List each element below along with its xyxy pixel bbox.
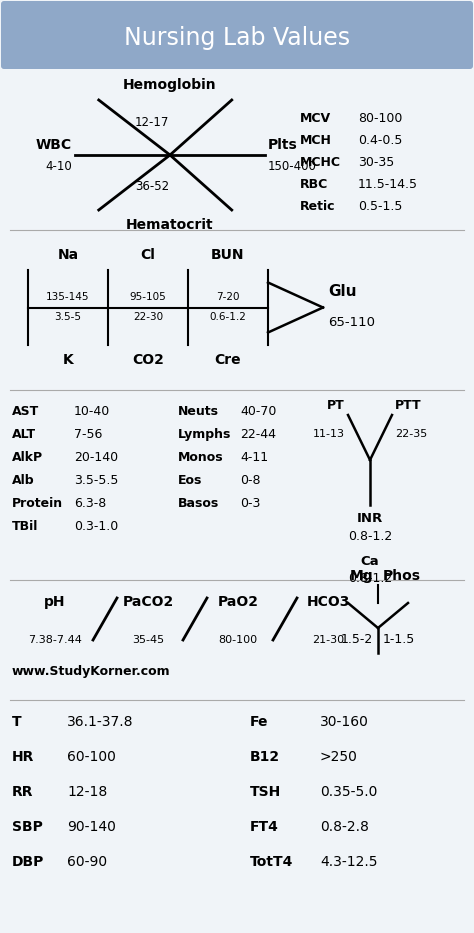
- Text: Retic: Retic: [300, 200, 336, 213]
- Text: RR: RR: [12, 785, 34, 799]
- Text: 0-3: 0-3: [240, 497, 260, 510]
- Text: 60-100: 60-100: [67, 750, 116, 764]
- Text: 0.8-1.2: 0.8-1.2: [348, 572, 392, 585]
- Text: AST: AST: [12, 405, 39, 418]
- Text: Glu: Glu: [328, 285, 356, 299]
- Text: BUN: BUN: [211, 248, 245, 262]
- Text: 0-8: 0-8: [240, 474, 261, 487]
- Text: WBC: WBC: [36, 138, 72, 152]
- Text: 7.38-7.44: 7.38-7.44: [28, 635, 82, 645]
- Text: B12: B12: [250, 750, 280, 764]
- Text: Na: Na: [57, 248, 79, 262]
- Text: Lymphs: Lymphs: [178, 428, 231, 441]
- Text: 1.5-2: 1.5-2: [341, 633, 373, 646]
- Text: Monos: Monos: [178, 451, 224, 464]
- Text: Cl: Cl: [141, 248, 155, 262]
- Text: Hemoglobin: Hemoglobin: [123, 78, 217, 92]
- Text: 11.5-14.5: 11.5-14.5: [358, 177, 418, 190]
- Text: 3.5-5.5: 3.5-5.5: [74, 474, 118, 487]
- Text: Plts: Plts: [268, 138, 298, 152]
- Text: K: K: [63, 353, 73, 367]
- Text: Eos: Eos: [178, 474, 202, 487]
- Text: 36.1-37.8: 36.1-37.8: [67, 715, 134, 729]
- Text: 4.3-12.5: 4.3-12.5: [320, 855, 377, 869]
- Text: 150-400: 150-400: [268, 160, 317, 174]
- Text: TBil: TBil: [12, 520, 38, 533]
- Text: Protein: Protein: [12, 497, 63, 510]
- Text: Hematocrit: Hematocrit: [126, 218, 214, 232]
- Text: 36-52: 36-52: [135, 180, 169, 193]
- Text: CO2: CO2: [132, 353, 164, 367]
- Text: 3.5-5: 3.5-5: [55, 313, 82, 323]
- Text: Neuts: Neuts: [178, 405, 219, 418]
- Text: PaCO2: PaCO2: [122, 595, 173, 609]
- Text: 6.3-8: 6.3-8: [74, 497, 106, 510]
- Text: 30-160: 30-160: [320, 715, 369, 729]
- Text: HR: HR: [12, 750, 35, 764]
- Text: Basos: Basos: [178, 497, 219, 510]
- Text: 0.35-5.0: 0.35-5.0: [320, 785, 377, 799]
- Text: Nursing Lab Values: Nursing Lab Values: [124, 26, 350, 50]
- Text: T: T: [12, 715, 22, 729]
- Text: 21-30: 21-30: [312, 635, 344, 645]
- Text: Cre: Cre: [215, 353, 241, 367]
- Text: 135-145: 135-145: [46, 293, 90, 302]
- Text: 0.8-2.8: 0.8-2.8: [320, 820, 369, 834]
- Text: 22-35: 22-35: [395, 429, 427, 439]
- Text: MCH: MCH: [300, 133, 332, 146]
- Text: 95-105: 95-105: [129, 293, 166, 302]
- Text: HCO3: HCO3: [306, 595, 350, 609]
- Text: 12-18: 12-18: [67, 785, 107, 799]
- Text: 0.3-1.0: 0.3-1.0: [74, 520, 118, 533]
- Text: MCV: MCV: [300, 112, 331, 124]
- Text: 0.4-0.5: 0.4-0.5: [358, 133, 402, 146]
- Text: 80-100: 80-100: [219, 635, 257, 645]
- Text: Fe: Fe: [250, 715, 268, 729]
- Text: INR: INR: [357, 512, 383, 525]
- Text: 22-44: 22-44: [240, 428, 276, 441]
- Text: 90-140: 90-140: [67, 820, 116, 834]
- Text: 4-11: 4-11: [240, 451, 268, 464]
- Text: 7-20: 7-20: [216, 293, 240, 302]
- Text: Phos: Phos: [383, 569, 421, 583]
- Text: ALT: ALT: [12, 428, 36, 441]
- Text: SBP: SBP: [12, 820, 43, 834]
- Text: 35-45: 35-45: [132, 635, 164, 645]
- Text: PaO2: PaO2: [218, 595, 258, 609]
- Text: Alb: Alb: [12, 474, 35, 487]
- Text: FT4: FT4: [250, 820, 279, 834]
- Text: AlkP: AlkP: [12, 451, 43, 464]
- Text: TSH: TSH: [250, 785, 281, 799]
- Text: 11-13: 11-13: [313, 429, 345, 439]
- Text: 10-40: 10-40: [74, 405, 110, 418]
- Text: 30-35: 30-35: [358, 156, 394, 169]
- Text: DBP: DBP: [12, 855, 45, 869]
- Text: Ca: Ca: [361, 555, 379, 568]
- Text: 0.6-1.2: 0.6-1.2: [210, 313, 246, 323]
- Text: PT: PT: [327, 399, 345, 412]
- Text: www.StudyKorner.com: www.StudyKorner.com: [12, 665, 171, 678]
- Text: TotT4: TotT4: [250, 855, 293, 869]
- Text: 1-1.5: 1-1.5: [383, 633, 415, 646]
- Text: 22-30: 22-30: [133, 313, 163, 323]
- Text: >250: >250: [320, 750, 358, 764]
- Text: RBC: RBC: [300, 177, 328, 190]
- Text: 80-100: 80-100: [358, 112, 402, 124]
- Text: 40-70: 40-70: [240, 405, 276, 418]
- Text: 0.5-1.5: 0.5-1.5: [358, 200, 402, 213]
- Text: 60-90: 60-90: [67, 855, 107, 869]
- Text: pH: pH: [44, 595, 66, 609]
- Text: 4-10: 4-10: [45, 160, 72, 174]
- Text: 7-56: 7-56: [74, 428, 102, 441]
- Text: 65-110: 65-110: [328, 315, 375, 328]
- Text: PTT: PTT: [395, 399, 422, 412]
- FancyBboxPatch shape: [1, 1, 473, 69]
- Text: MCHC: MCHC: [300, 156, 341, 169]
- Text: 0.8-1.2: 0.8-1.2: [348, 530, 392, 543]
- Text: Mg: Mg: [349, 569, 373, 583]
- Text: 12-17: 12-17: [135, 117, 169, 130]
- Text: 20-140: 20-140: [74, 451, 118, 464]
